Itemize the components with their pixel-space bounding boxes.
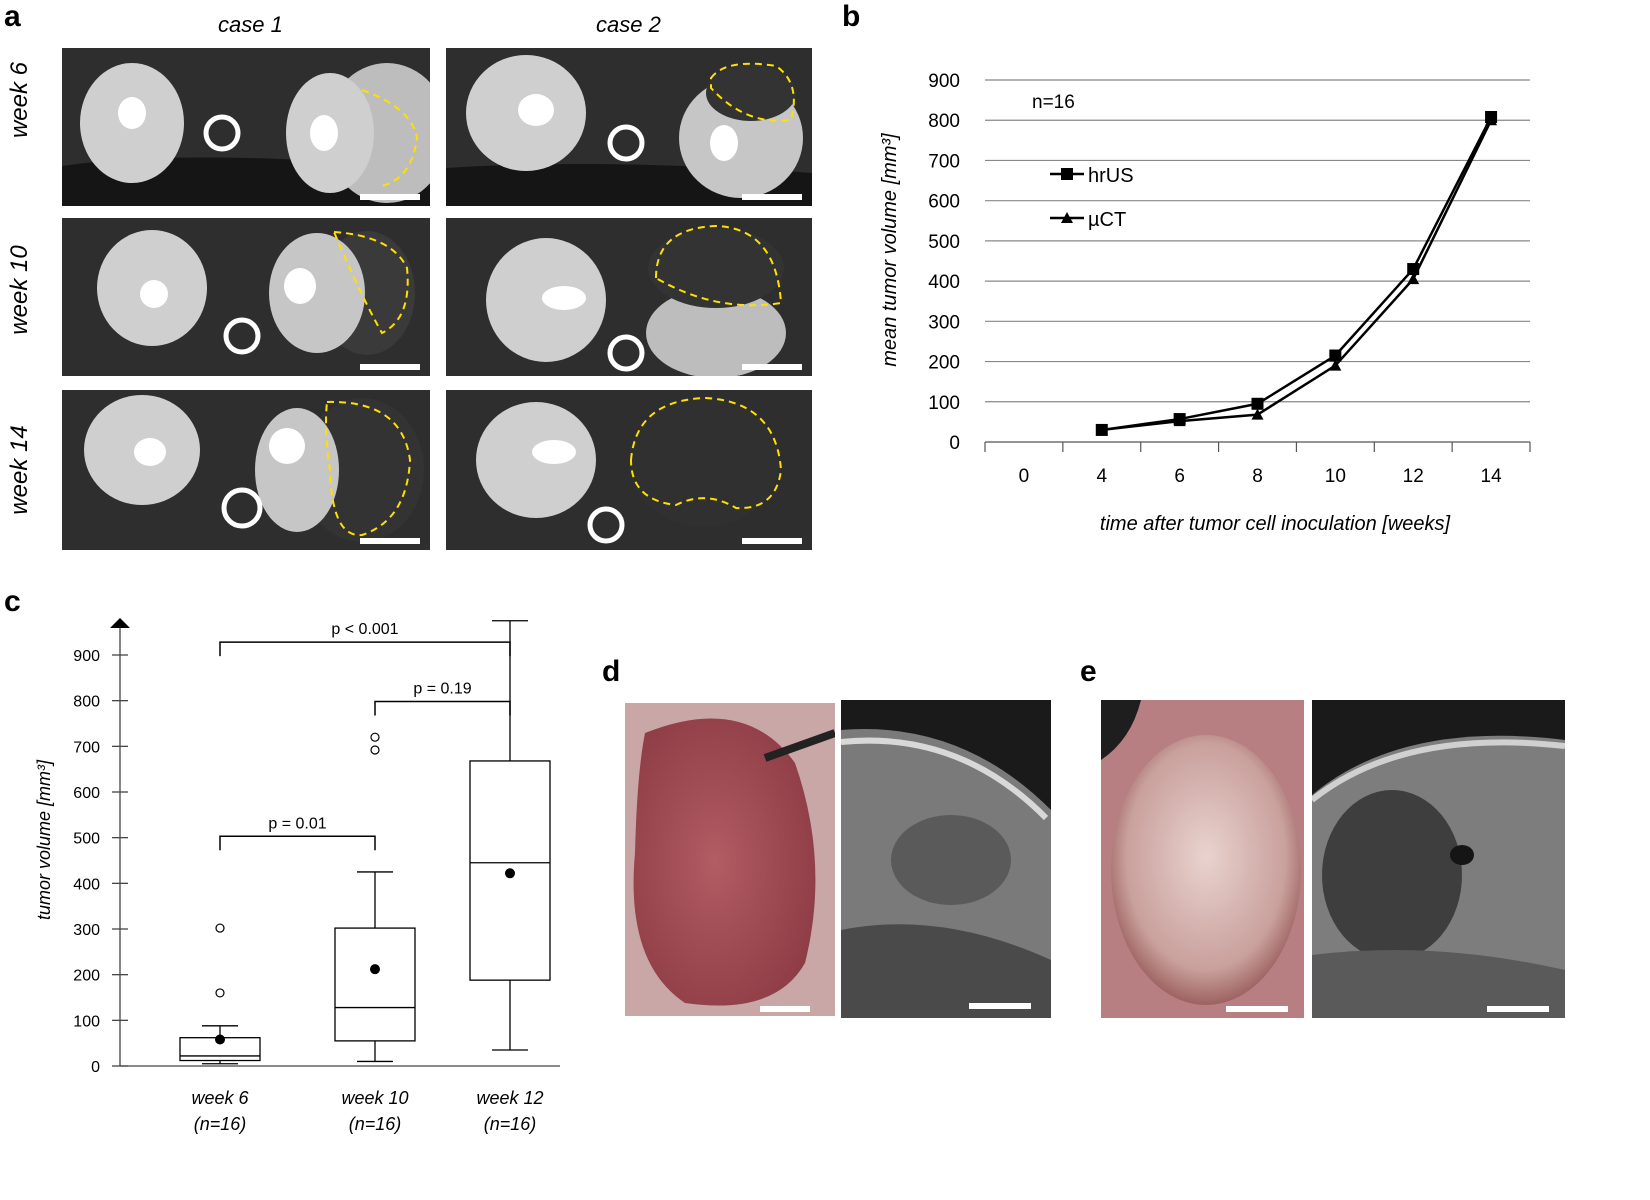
scale-bar	[360, 538, 420, 544]
panel-label-b: b	[842, 0, 861, 33]
ct-image-case1-week14	[62, 390, 430, 550]
y-tick-label: 300	[928, 312, 960, 333]
data-point-µCT	[1407, 273, 1420, 285]
significance-bracket	[219, 835, 376, 851]
category-label: week 12	[476, 1088, 543, 1108]
x-tick-label: 14	[1481, 466, 1503, 487]
panel-label-d: d	[602, 655, 621, 688]
outlier-point	[370, 732, 380, 742]
y-tick-label: 300	[73, 922, 100, 939]
row-label-week-14: week 14	[6, 425, 33, 515]
scale-bar	[742, 364, 802, 370]
legend-label: hrUS	[1088, 165, 1134, 187]
y-tick-label: 0	[949, 433, 960, 454]
ultrasound-image-e	[1312, 700, 1565, 1018]
data-point-µCT	[1329, 359, 1342, 371]
y-tick-label: 400	[928, 272, 960, 293]
y-tick-label: 400	[73, 876, 100, 893]
y-tick-label: 800	[928, 111, 960, 132]
y-tick-label: 600	[73, 785, 100, 802]
x-tick-label: 10	[1325, 466, 1346, 487]
x-tick-label: 6	[1174, 466, 1185, 487]
scale-bar	[360, 364, 420, 370]
y-tick-label: 900	[928, 71, 960, 92]
y-tick-label: 0	[91, 1059, 100, 1076]
scale-bar	[742, 538, 802, 544]
scale-bar	[969, 1003, 1031, 1009]
outlier-point	[215, 923, 225, 933]
outlier-point	[215, 988, 225, 998]
p-value-label: p = 0.19	[413, 681, 471, 698]
y-tick-label: 900	[73, 648, 100, 665]
scale-bar	[1487, 1006, 1549, 1012]
y-tick-label: 800	[73, 694, 100, 711]
mean-marker	[370, 964, 380, 975]
x-axis-title: time after tumor cell inoculation [weeks…	[1100, 513, 1451, 535]
category-sample-size: (n=16)	[194, 1114, 247, 1134]
data-point-µCT	[1173, 415, 1186, 427]
outlier-point	[370, 745, 380, 755]
p-value-label: p < 0.001	[331, 621, 398, 638]
kidney-photo-d	[625, 703, 835, 1016]
y-axis-title: mean tumor volume [mm³]	[879, 133, 901, 367]
scale-bar	[360, 194, 420, 200]
panel-label-a: a	[4, 0, 21, 33]
legend-marker	[1061, 212, 1073, 223]
y-tick-label: 500	[928, 232, 960, 253]
line-chart-mean-tumor-volume: 0 100 200 300 400 500 600 700 800 900 0 4 6 8 10 12 14 n…	[879, 71, 1531, 535]
box-plot-tumor-volume: 0 100 200 300 400 500 600 700 800 900 p < 0.001 p …	[34, 618, 560, 1134]
x-tick-label: 12	[1403, 466, 1424, 487]
y-tick-label: 200	[928, 353, 960, 374]
significance-bracket	[374, 700, 511, 716]
scale-bar	[742, 194, 802, 200]
y-tick-label: 500	[73, 831, 100, 848]
ultrasound-image-d	[841, 700, 1051, 1018]
y-tick-label: 100	[928, 393, 960, 414]
column-label-case-2: case 2	[596, 12, 661, 37]
x-tick-label: 8	[1252, 466, 1263, 487]
mean-marker	[215, 1034, 225, 1045]
ct-image-case2-week10	[446, 218, 812, 376]
kidney-photo-e	[1101, 700, 1304, 1018]
row-label-week-6: week 6	[6, 61, 33, 139]
legend-label: µCT	[1088, 209, 1126, 231]
y-tick-label: 600	[928, 192, 960, 213]
y-tick-label: 100	[73, 1013, 100, 1030]
data-point-hrUS	[1251, 397, 1264, 410]
ct-image-case1-week10	[62, 218, 430, 376]
category-sample-size: (n=16)	[484, 1114, 537, 1134]
y-axis-title: tumor volume [mm³]	[34, 759, 54, 920]
y-tick-label: 200	[73, 968, 100, 985]
sample-size-annotation: n=16	[1032, 92, 1075, 113]
y-tick-label: 700	[73, 739, 100, 756]
data-point-µCT	[1251, 408, 1264, 420]
ct-image-case2-week14	[446, 390, 812, 550]
mean-marker	[505, 868, 515, 879]
series-line-hrUS	[1101, 116, 1493, 432]
data-point-µCT	[1095, 423, 1108, 435]
significance-bracket	[219, 641, 511, 657]
box-iqr	[334, 927, 416, 1042]
category-sample-size: (n=16)	[349, 1114, 402, 1134]
legend-marker	[1061, 168, 1073, 180]
panel-label-c: c	[4, 585, 21, 618]
column-label-case-1: case 1	[218, 12, 283, 37]
data-point-hrUS	[1329, 349, 1342, 362]
panel-label-e: e	[1080, 655, 1097, 688]
ct-image-case2-week6	[446, 48, 812, 206]
x-tick-label: 0	[1019, 466, 1030, 487]
category-label: week 6	[191, 1088, 249, 1108]
category-label: week 10	[341, 1088, 408, 1108]
ct-image-case1-week6	[62, 48, 430, 206]
scale-bar	[1226, 1006, 1288, 1012]
y-tick-label: 700	[928, 151, 960, 172]
y-axis-arrow-icon	[110, 618, 130, 628]
data-point-µCT	[1485, 114, 1498, 126]
p-value-label: p = 0.01	[268, 815, 326, 832]
x-tick-label: 4	[1096, 466, 1107, 487]
row-label-week-10: week 10	[6, 245, 33, 335]
series-line-µCT	[1101, 119, 1493, 432]
scale-bar	[760, 1006, 810, 1012]
